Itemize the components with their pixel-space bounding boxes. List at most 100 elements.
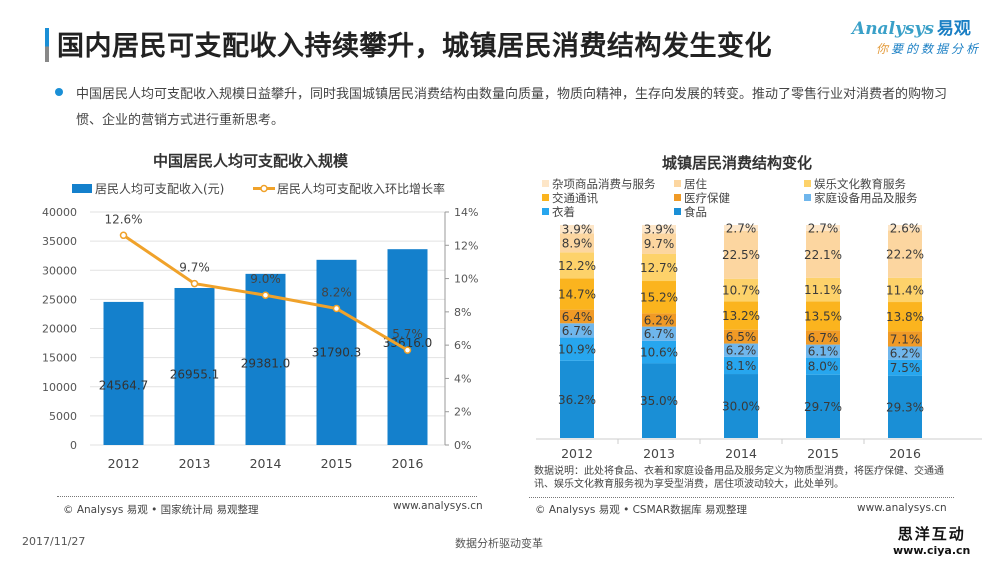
x-tick-label: 2015	[807, 446, 839, 461]
segment-value-label: 30.0%	[722, 400, 760, 414]
income-value-label: 31790.3	[312, 345, 362, 359]
legend-swatch	[542, 180, 549, 187]
title-accent-bar	[45, 28, 49, 62]
income-value-label: 33616.0	[383, 336, 433, 350]
data-note: 数据说明：此处将食品、衣着和家庭设备用品及服务定义为物质型消费，将医疗保健、交通…	[534, 466, 944, 490]
segment-value-label: 2.6%	[890, 221, 921, 235]
income-value-label: 26955.1	[170, 367, 220, 381]
stacked-segment	[888, 230, 922, 278]
segment-value-label: 22.1%	[804, 248, 842, 262]
segment-value-label: 9.7%	[644, 237, 675, 251]
growth-value-label: 12.6%	[104, 212, 142, 226]
legend-label: 居住	[684, 177, 707, 191]
logo-en: Analysys	[852, 19, 934, 39]
segment-value-label: 22.2%	[886, 248, 924, 262]
stacked-segment	[888, 277, 922, 303]
left-url[interactable]: www.analysys.cn	[393, 500, 483, 512]
y-tick-left: 35000	[42, 235, 77, 248]
page-title: 国内居民可支配收入持续攀升，城镇居民消费结构发生变化	[57, 31, 772, 62]
segment-value-label: 10.6%	[640, 346, 678, 360]
stacked-segment	[642, 281, 676, 314]
stacked-segment	[806, 230, 840, 278]
segment-value-label: 8.0%	[808, 360, 839, 374]
legend-swatch	[674, 194, 681, 201]
legend-label: 医疗保健	[684, 191, 730, 205]
legend-swatch	[804, 194, 811, 201]
segment-value-label: 14.7%	[558, 287, 596, 301]
stacked-segment	[560, 360, 594, 438]
legend-label: 家庭设备用品及服务	[814, 191, 918, 205]
segment-value-label: 6.2%	[890, 347, 921, 361]
stacked-segment	[560, 278, 594, 310]
income-chart: 居民人均可支配收入(元) 居民人均可支配收入环比增长率 0 5000 10000 1500…	[42, 181, 478, 470]
x-tick-label: 2016	[889, 446, 921, 461]
stacked-segment	[888, 346, 922, 360]
stacked-segment	[806, 225, 840, 231]
x-tick-label: 2016	[392, 456, 424, 470]
y-tick-right: 8%	[454, 306, 471, 319]
segment-value-label: 8.9%	[562, 236, 593, 250]
right-url[interactable]: www.analysys.cn	[857, 502, 947, 514]
stacked-segment	[560, 323, 594, 338]
stacked-segment	[806, 344, 840, 358]
stacked-segment	[724, 225, 758, 231]
left-source: © Analysys 易观 • 国家统计局 易观整理	[63, 504, 259, 516]
legend-label: 交通通讯	[552, 191, 598, 205]
growth-value-label: 9.0%	[250, 272, 281, 286]
income-bar	[245, 273, 286, 445]
y-tick-left: 15000	[42, 352, 77, 365]
stacked-segment	[888, 331, 922, 347]
stacked-segment	[560, 252, 594, 279]
stacked-segment	[724, 356, 758, 375]
legend-label-growth: 居民人均可支配收入环比增长率	[277, 181, 445, 196]
x-tick-label: 2014	[725, 446, 757, 461]
legend-marker-growth	[260, 184, 268, 193]
x-tick-label: 2014	[250, 456, 282, 470]
income-value-label: 24564.7	[99, 378, 149, 392]
segment-value-label: 13.8%	[886, 310, 924, 324]
y-tick-right: 0%	[454, 439, 471, 452]
stacked-segment	[642, 225, 676, 234]
segment-value-label: 13.5%	[804, 309, 842, 323]
segment-value-label: 11.1%	[804, 283, 842, 297]
stacked-segment	[888, 375, 922, 438]
segment-value-label: 6.7%	[808, 331, 839, 345]
logo-cn: 易观	[936, 19, 971, 39]
segment-value-label: 6.2%	[644, 313, 675, 327]
ciya-name: 思洋互动	[897, 525, 966, 543]
legend-swatch	[542, 194, 549, 201]
segment-value-label: 7.5%	[890, 361, 921, 375]
growth-point	[190, 279, 199, 288]
segment-value-label: 29.7%	[804, 400, 842, 414]
segment-value-label: 13.2%	[722, 309, 760, 323]
growth-point	[332, 304, 341, 313]
stacked-segment	[560, 233, 594, 253]
segment-value-label: 11.4%	[886, 283, 924, 297]
ciya-url: www.ciya.cn	[893, 544, 971, 557]
stacked-segment	[888, 302, 922, 332]
segment-value-label: 12.2%	[558, 259, 596, 273]
footer-slogan: 数据分析驱动变革	[455, 537, 543, 550]
segment-value-label: 10.9%	[558, 343, 596, 357]
y-tick-left: 30000	[42, 264, 77, 277]
legend-swatch	[674, 208, 681, 215]
y-tick-left: 0	[70, 439, 77, 452]
stacked-segment	[642, 313, 676, 327]
stacked-segment	[560, 337, 594, 361]
stacked-segment	[642, 363, 676, 438]
stacked-segment	[806, 357, 840, 375]
y-tick-left: 5000	[49, 410, 77, 423]
legend-label: 娱乐文化教育服务	[814, 177, 906, 191]
y-tick-left: 25000	[42, 293, 77, 306]
segment-value-label: 6.1%	[808, 345, 839, 359]
stacked-segment	[724, 230, 758, 279]
growth-point	[119, 231, 128, 240]
stacked-segment	[806, 301, 840, 331]
legend-swatch-income	[72, 184, 92, 193]
stacked-segment	[560, 225, 594, 234]
stacked-segment	[642, 326, 676, 341]
income-bar	[103, 301, 144, 445]
x-tick-label: 2013	[179, 456, 211, 470]
growth-value-label: 5.7%	[392, 327, 423, 341]
right-divider	[529, 497, 954, 498]
